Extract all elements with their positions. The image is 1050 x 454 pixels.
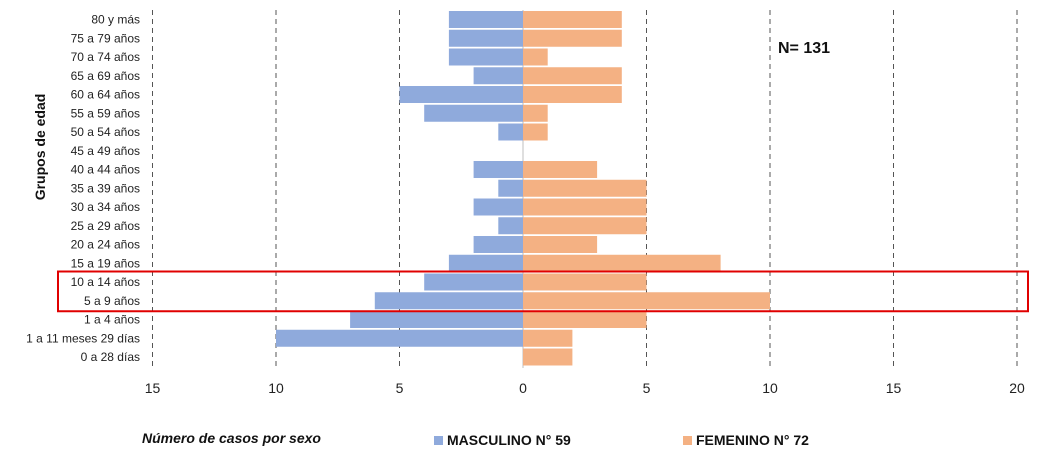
- bar-femenino: [523, 104, 548, 122]
- bar-masculino: [473, 198, 523, 216]
- category-label: 1 a 11 meses 29 días: [26, 331, 140, 345]
- x-tick-label: 10: [268, 380, 284, 396]
- bar-femenino: [523, 198, 647, 216]
- bar-masculino: [498, 123, 523, 141]
- category-label: 40 a 44 años: [71, 163, 140, 177]
- bar-femenino: [523, 236, 598, 253]
- category-label: 1 a 4 años: [84, 313, 140, 327]
- category-label: 70 a 74 años: [71, 50, 140, 64]
- bar-femenino: [523, 67, 622, 85]
- bar-femenino: [523, 161, 598, 178]
- category-label: 35 a 39 años: [71, 181, 140, 195]
- x-tick-label: 15: [886, 380, 902, 396]
- category-label: 25 a 29 años: [71, 219, 140, 233]
- bar-femenino: [523, 217, 647, 235]
- legend-label-masculino: MASCULINO N° 59: [447, 432, 571, 448]
- bar-femenino: [523, 48, 548, 66]
- category-label: 80 y más: [91, 13, 140, 27]
- bar-femenino: [523, 254, 721, 272]
- category-label: 50 a 54 años: [71, 125, 140, 139]
- bar-masculino: [399, 86, 523, 103]
- bar-femenino: [523, 179, 647, 197]
- bar-masculino: [498, 217, 523, 235]
- bar-femenino: [523, 292, 770, 310]
- category-label: 5 a 9 años: [84, 294, 140, 308]
- bar-masculino: [424, 273, 523, 291]
- bars: [276, 11, 770, 366]
- n-annotation: N= 131: [778, 40, 830, 57]
- category-label: 45 a 49 años: [71, 144, 140, 158]
- x-tick-label: 5: [396, 380, 404, 396]
- bar-masculino: [424, 104, 523, 122]
- legend-label-femenino: FEMENINO N° 72: [696, 432, 809, 448]
- legend: MASCULINO N° 59 FEMENINO N° 72: [434, 432, 809, 448]
- category-label: 20 a 24 años: [71, 238, 140, 252]
- category-label: 10 a 14 años: [71, 275, 140, 289]
- y-axis-title: Grupos de edad: [32, 94, 48, 201]
- bar-masculino: [448, 29, 523, 47]
- category-label: 0 a 28 días: [81, 350, 140, 364]
- x-tick-label: 15: [145, 380, 161, 396]
- bar-femenino: [523, 29, 622, 47]
- bar-femenino: [523, 86, 622, 103]
- bar-masculino: [498, 179, 523, 197]
- highlight-box: [57, 270, 1029, 313]
- bar-masculino: [374, 292, 523, 310]
- bar-masculino: [473, 161, 523, 178]
- bar-femenino: [523, 311, 647, 328]
- category-label: 55 a 59 años: [71, 106, 140, 120]
- x-tick-label: 10: [762, 380, 778, 396]
- bar-masculino: [350, 311, 523, 328]
- category-label: 15 a 19 años: [71, 256, 140, 270]
- bar-femenino: [523, 11, 622, 28]
- bar-masculino: [473, 67, 523, 85]
- x-tick-label: 5: [643, 380, 651, 396]
- bar-masculino: [473, 236, 523, 253]
- category-label: 65 a 69 años: [71, 69, 140, 83]
- legend-swatch-masculino: [434, 436, 443, 445]
- x-tick-label: 0: [519, 380, 527, 396]
- bar-femenino: [523, 123, 548, 141]
- bar-masculino: [448, 254, 523, 272]
- category-label: 75 a 79 años: [71, 31, 140, 45]
- x-tick-labels: 15 10 5 0 5 10 15 20: [145, 380, 1025, 396]
- bar-femenino: [523, 348, 573, 366]
- x-tick-label: 20: [1009, 380, 1025, 396]
- bar-masculino: [276, 329, 523, 347]
- category-label: 30 a 34 años: [71, 200, 140, 214]
- bar-femenino: [523, 329, 573, 347]
- legend-swatch-femenino: [683, 436, 692, 445]
- category-labels: 80 y más 75 a 79 años 70 a 74 años 65 a 69 …: [26, 13, 140, 365]
- bar-masculino: [448, 48, 523, 66]
- category-label: 60 a 64 años: [71, 88, 140, 102]
- bar-masculino: [448, 11, 523, 28]
- x-axis-title: Número de casos por sexo: [142, 430, 321, 446]
- bar-femenino: [523, 273, 647, 291]
